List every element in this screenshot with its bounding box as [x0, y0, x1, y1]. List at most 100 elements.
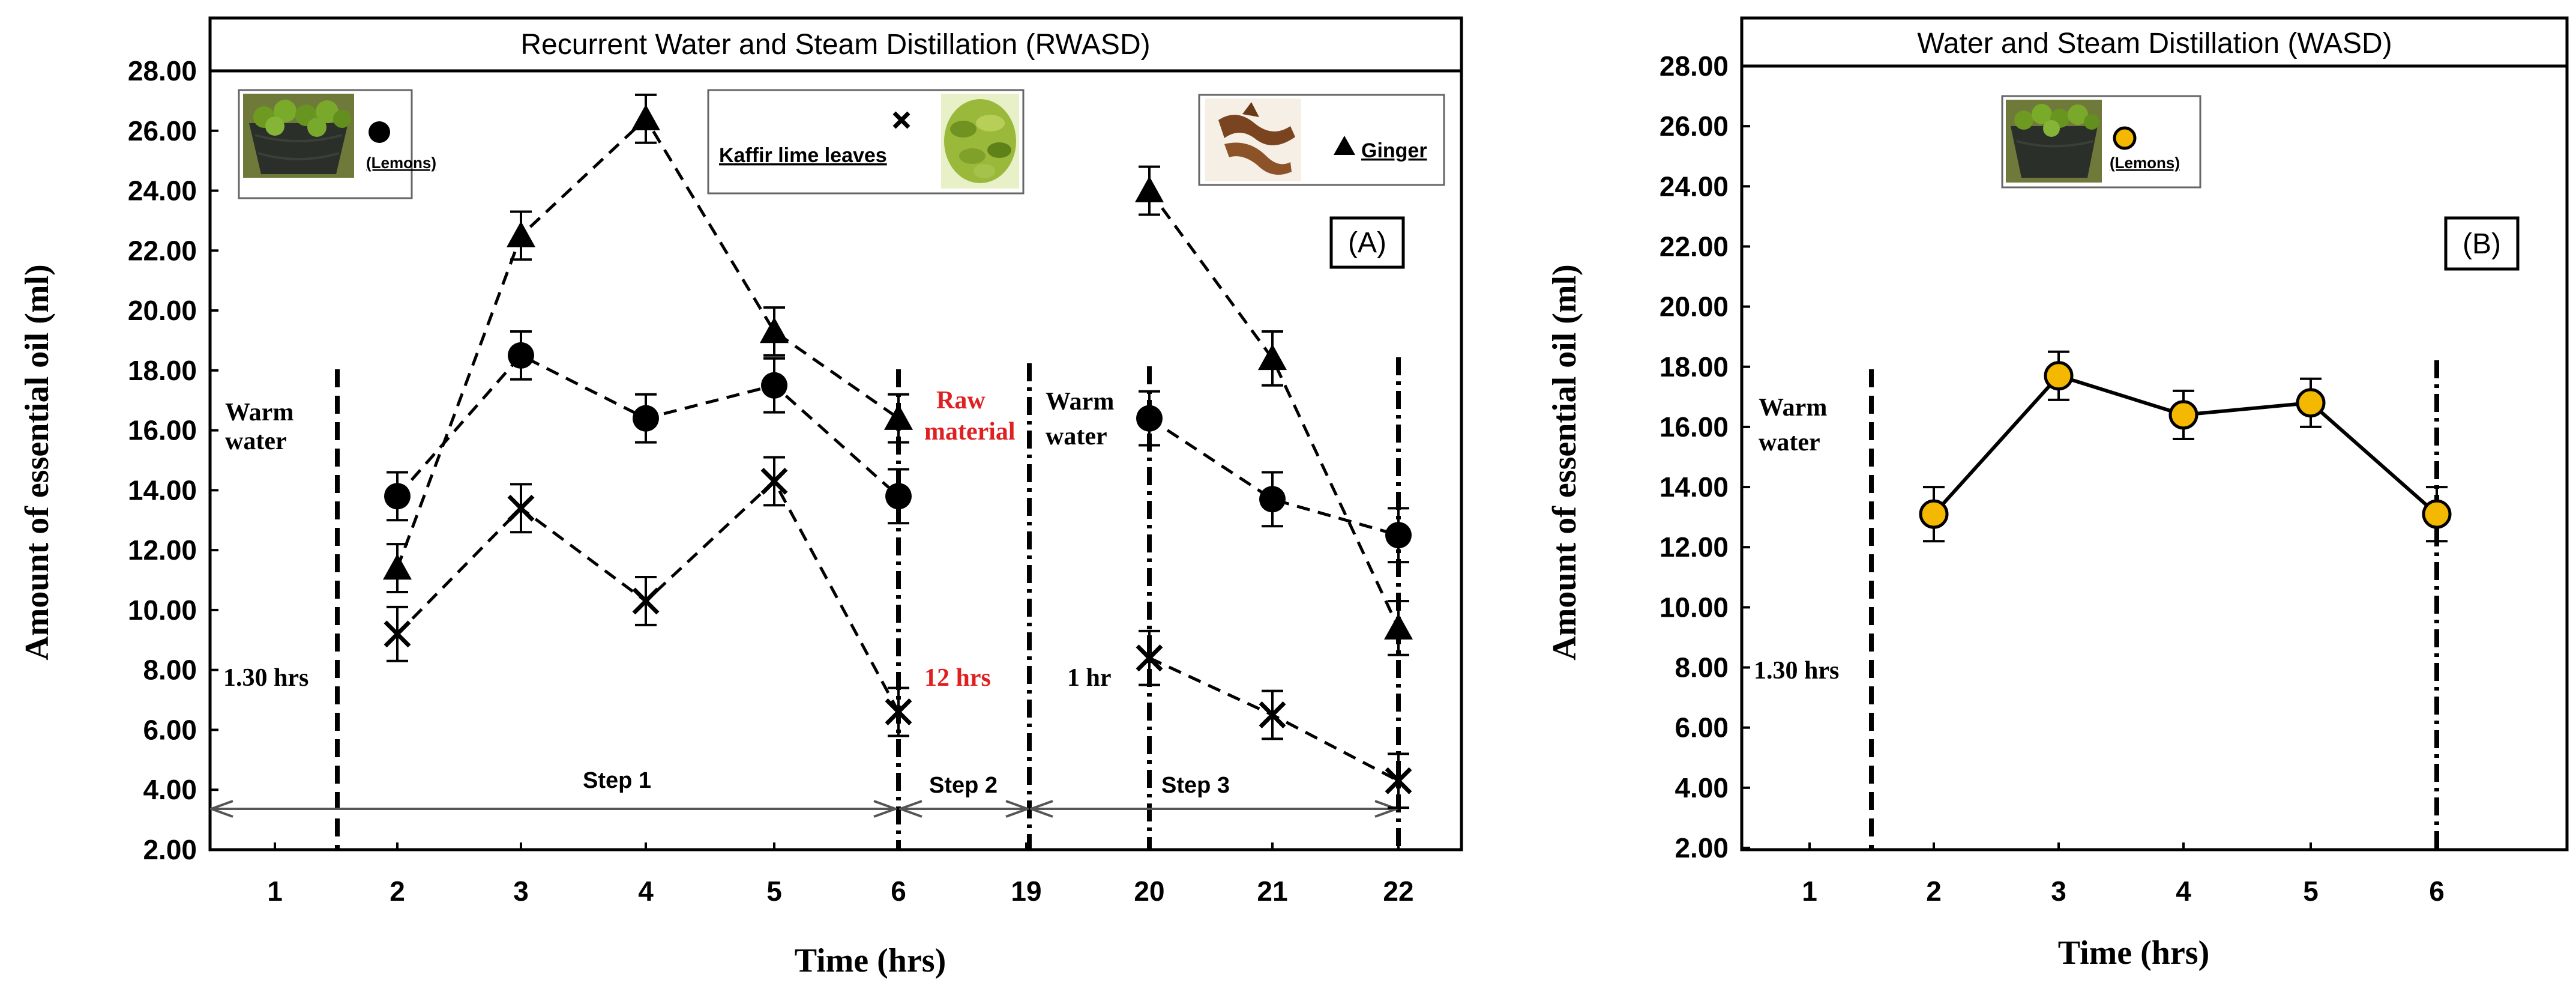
panel-b-annotation-warm: Warm [1759, 394, 1827, 422]
legend-lemons-label: (Lemons) [366, 154, 436, 172]
panel-b-y-tick-label: 20.00 [1660, 291, 1729, 322]
panel-a-y-tick-label: 6.00 [143, 714, 197, 745]
panel-a-y-tick-label: 2.00 [143, 834, 197, 865]
annotation-warm-b: Warm [1046, 388, 1114, 416]
annotation-material: material [924, 418, 1016, 446]
panel-a-lemons-point [1259, 486, 1286, 513]
panel-a-x-axis-label: Time (hrs) [795, 942, 946, 979]
panel-b-x-tick-label: 3 [2051, 876, 2066, 907]
panel-a-x-tick-label: 22 [1383, 876, 1413, 907]
panel-b-lemons-point [2044, 361, 2074, 391]
panel-a-lemons-point [633, 405, 659, 432]
annotation-water-b: water [1046, 423, 1107, 450]
panel-b-y-tick-label: 4.00 [1675, 772, 1729, 803]
panel-b-x-tick-label: 2 [1926, 876, 1942, 907]
panel-b-series [1919, 350, 2452, 543]
panel-a-x-tick-label: 6 [891, 876, 906, 907]
panel-a-y-tick-label: 20.00 [128, 295, 197, 326]
panel-a-ginger-point [1258, 343, 1287, 370]
panel-a-lemons-line [1148, 417, 1399, 537]
panel-a-y-tick-label: 10.00 [128, 594, 197, 626]
panel-b-y-tick-label: 6.00 [1675, 712, 1729, 743]
panel-b-x-tick-label: 4 [2176, 876, 2191, 907]
lemons-image [243, 94, 354, 178]
panel-a-label: (A) [1348, 227, 1386, 259]
panel-b-label-box [2444, 216, 2520, 271]
panel-a-kaffir-lime-leaves-point [1136, 644, 1163, 672]
panel-b-y-tick-label: 16.00 [1660, 411, 1729, 443]
panel-a-plot-frame [208, 69, 1463, 851]
panel-b-y-tick-label: 2.00 [1675, 832, 1729, 863]
panel-a-y-tick-label: 14.00 [128, 474, 197, 506]
panel-a-lemons-point [384, 483, 411, 510]
panel-a-kaffir-lime-leaves-point [1385, 767, 1412, 794]
panel-a-x-tick-label: 1 [267, 876, 283, 907]
panel-a-ginger-point [383, 554, 412, 580]
panel-a-y-tick-label: 4.00 [143, 774, 197, 805]
panel-b-lemons-line [1932, 374, 2438, 516]
panel-a-lemons-point [885, 483, 912, 510]
panel-b-axes: 2.00 4.00 6.00 8.00 10.00 12.00 14.00 16.00 18.0… [1660, 50, 2445, 907]
legend-kaffir-marker [892, 111, 910, 129]
legend-kaffir-label: Kaffir lime leaves [719, 144, 887, 167]
panel-a-x-tick-label: 19 [1011, 876, 1041, 907]
panel-a-kaffir-lime-leaves-point [507, 494, 535, 522]
panel-b-lemons-point [2422, 499, 2452, 529]
panel-a-series [383, 93, 1413, 809]
panel-b-title: Water and Steam Distillation (WASD) [1917, 28, 2392, 59]
panel-a-ginger-point [1135, 176, 1164, 202]
panel-a-ginger-line [1148, 190, 1400, 629]
panel-a-y-tick-label: 12.00 [128, 534, 197, 566]
panel-b-y-tick-label: 22.00 [1660, 231, 1729, 262]
panel-a-ginger-point [1384, 613, 1413, 640]
panel-a-y-tick-label: 16.00 [128, 415, 197, 446]
panel-b: Water and Steam Distillation (WASD) 2.00… [1546, 16, 2569, 972]
panel-b-x-tick-label: 6 [2429, 876, 2445, 907]
panel-a-axes: 2.00 4.00 6.00 8.00 10.00 12.00 14.00 16.00 18.0… [128, 55, 1414, 907]
panel-a-y-tick-label: 18.00 [128, 355, 197, 386]
panel-a-y-tick-label: 22.00 [128, 235, 197, 266]
panel-b-plot-frame [1740, 64, 2569, 851]
legend-ginger: Ginger [1198, 94, 1445, 186]
panel-a: Recurrent Water and Steam Distillation (… [19, 16, 1463, 979]
kaffir-image [941, 94, 1019, 189]
panel-b-lemons-point [2296, 388, 2326, 418]
panel-b-y-tick-label: 10.00 [1660, 591, 1729, 623]
panel-a-kaffir-lime-leaves-line [1148, 656, 1400, 782]
legend-ginger-marker [1334, 136, 1355, 155]
panel-a-y-tick-label: 8.00 [143, 655, 197, 686]
panel-a-lemons-point [761, 372, 787, 399]
panel-b-annotation-time-1: 1.30 hrs [1754, 657, 1839, 685]
panel-a-title-box [208, 16, 1463, 73]
panel-a-y-tick-label: 28.00 [128, 55, 197, 86]
ginger-image [1205, 98, 1301, 181]
panel-b-y-tick-label: 12.00 [1660, 531, 1729, 563]
panel-a-kaffir-lime-leaves-point [760, 467, 788, 495]
panel-b-lemons-point [1919, 499, 1949, 529]
panel-a-y-tick-label: 26.00 [128, 115, 197, 147]
panel-a-kaffir-lime-leaves-point [1259, 701, 1286, 728]
annotation-warm: Warm [225, 399, 293, 426]
annotation-water: water [225, 428, 287, 455]
legend-kaffir: Kaffir lime leaves [707, 89, 1025, 195]
panel-a-x-tick-label: 3 [513, 876, 529, 907]
panel-b-legend-lemons-marker [2113, 126, 2137, 150]
panel-b-lemons-image [2006, 100, 2102, 183]
panel-a-lemons-point [1136, 405, 1163, 432]
panel-a-label-box [1329, 216, 1405, 269]
step-2-label-bg [912, 770, 1014, 798]
panel-b-y-axis-label: Amount of essential oil (ml) [1546, 264, 1583, 661]
panel-a-ginger-point [631, 104, 660, 131]
legend-lemons: (Lemons) [238, 89, 436, 199]
panel-b-x-tick-label: 1 [1802, 876, 1817, 907]
panel-b-y-tick-label: 18.00 [1660, 351, 1729, 383]
panel-b-annotation-water: water [1759, 429, 1820, 456]
annotation-raw: Raw [936, 387, 986, 414]
panel-a-ginger-point [760, 316, 789, 343]
panel-b-legend-lemons: (Lemons) [2001, 95, 2201, 189]
panel-b-legend-lemons-label: (Lemons) [2110, 154, 2180, 172]
panel-a-x-tick-label: 5 [766, 876, 782, 907]
panel-b-y-tick-label: 8.00 [1675, 652, 1729, 683]
step-1-label: Step 1 [583, 768, 651, 793]
